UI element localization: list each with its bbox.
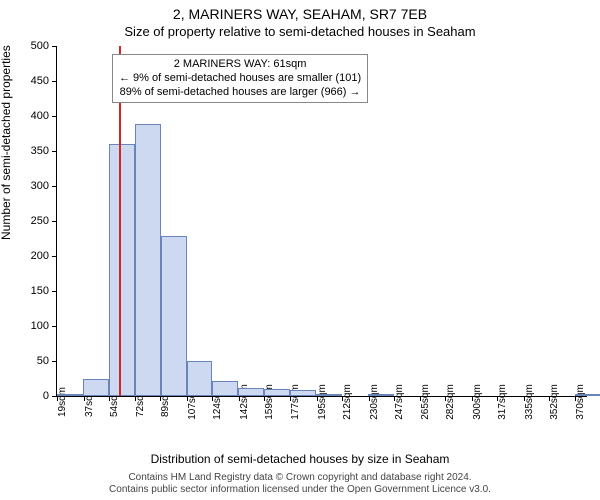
annotation-line: 2 MARINERS WAY: 61sqm bbox=[119, 58, 361, 72]
y-tick-label: 200 bbox=[31, 250, 49, 262]
x-tick-label: 195sqm bbox=[317, 384, 328, 420]
histogram-bar bbox=[290, 390, 316, 396]
y-tick bbox=[52, 326, 57, 327]
y-tick bbox=[52, 186, 57, 187]
y-tick bbox=[52, 256, 57, 257]
y-tick-label: 350 bbox=[31, 145, 49, 157]
histogram-bar bbox=[109, 144, 135, 396]
histogram-bar bbox=[135, 124, 161, 396]
y-tick bbox=[52, 81, 57, 82]
x-tick-label: 247sqm bbox=[394, 384, 405, 420]
y-tick bbox=[52, 291, 57, 292]
x-tick-label: 317sqm bbox=[497, 384, 508, 420]
histogram-bar bbox=[238, 388, 264, 396]
x-tick-label: 370sqm bbox=[575, 384, 586, 420]
y-tick-label: 150 bbox=[31, 285, 49, 297]
histogram-bar bbox=[83, 379, 109, 397]
chart-subtitle: Size of property relative to semi-detach… bbox=[0, 24, 600, 39]
histogram-bar bbox=[316, 394, 342, 396]
chart-container: 2, MARINERS WAY, SEAHAM, SR7 7EB Size of… bbox=[0, 0, 600, 500]
x-axis-label: Distribution of semi-detached houses by … bbox=[0, 452, 600, 466]
y-tick bbox=[52, 46, 57, 47]
x-tick-label: 282sqm bbox=[445, 384, 456, 420]
y-tick bbox=[52, 116, 57, 117]
y-tick-label: 300 bbox=[31, 180, 49, 192]
histogram-bar bbox=[575, 394, 600, 396]
histogram-bar bbox=[368, 394, 394, 396]
x-tick-label: 352sqm bbox=[549, 384, 560, 420]
y-tick bbox=[52, 151, 57, 152]
histogram-bar bbox=[161, 236, 187, 396]
annotation-box: 2 MARINERS WAY: 61sqm ← 9% of semi-detac… bbox=[112, 54, 368, 103]
chart-title: 2, MARINERS WAY, SEAHAM, SR7 7EB bbox=[0, 6, 600, 22]
plot-area: 05010015020025030035040045050019sqm37sqm… bbox=[56, 46, 587, 397]
x-tick-label: 230sqm bbox=[369, 384, 380, 420]
y-tick-label: 0 bbox=[43, 390, 49, 402]
y-tick-label: 100 bbox=[31, 320, 49, 332]
y-tick bbox=[52, 221, 57, 222]
y-tick-label: 400 bbox=[31, 110, 49, 122]
y-tick-label: 500 bbox=[31, 40, 49, 52]
x-tick-label: 265sqm bbox=[420, 384, 431, 420]
annotation-line: 89% of semi-detached houses are larger (… bbox=[119, 86, 361, 100]
histogram-bar bbox=[57, 394, 83, 396]
footer-line: Contains HM Land Registry data © Crown c… bbox=[8, 472, 592, 484]
histogram-bar bbox=[264, 389, 290, 396]
y-tick-label: 250 bbox=[31, 215, 49, 227]
x-tick-label: 300sqm bbox=[472, 384, 483, 420]
x-tick-label: 19sqm bbox=[57, 387, 68, 417]
histogram-bar bbox=[187, 361, 213, 396]
footer-attribution: Contains HM Land Registry data © Crown c… bbox=[8, 472, 592, 496]
y-axis-label: Number of semi-detached properties bbox=[0, 45, 13, 240]
y-tick-label: 450 bbox=[31, 75, 49, 87]
x-tick-label: 212sqm bbox=[342, 384, 353, 420]
footer-line: Contains public sector information licen… bbox=[8, 484, 592, 496]
annotation-line: ← 9% of semi-detached houses are smaller… bbox=[119, 72, 361, 86]
y-tick-label: 50 bbox=[37, 355, 49, 367]
x-tick-label: 335sqm bbox=[524, 384, 535, 420]
histogram-bar bbox=[212, 381, 238, 396]
y-tick bbox=[52, 361, 57, 362]
